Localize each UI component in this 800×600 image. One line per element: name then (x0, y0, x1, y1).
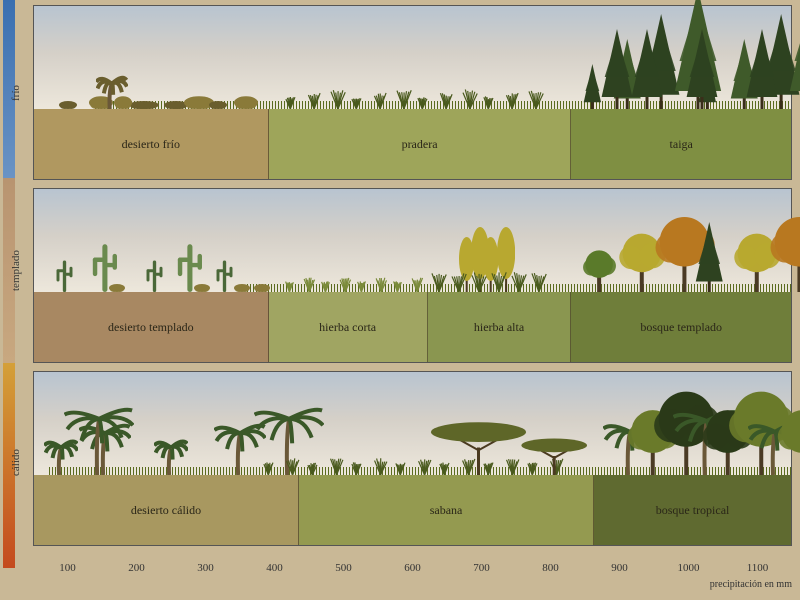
temp-label: templado (10, 250, 22, 291)
ground-strip: desierto cálido sabana bosque tropical (34, 475, 791, 545)
biome-label: desierto templado (104, 320, 198, 335)
temperature-axis: frío templado cálido (0, 0, 30, 570)
x-tick: 500 (335, 562, 352, 574)
ground-strip: desierto templado hierba corta hierba alta… (34, 292, 791, 362)
x-tick: 1100 (747, 562, 769, 574)
biome-label: pradera (398, 137, 442, 152)
x-tick: 800 (542, 562, 559, 574)
temp-label: frío (10, 85, 22, 101)
biome-cell: desierto cálido (34, 475, 299, 545)
sky (34, 189, 791, 294)
x-axis-label: precipitación en mm (710, 579, 792, 590)
biome-cell: desierto templado (34, 292, 269, 362)
biome-label: sabana (426, 503, 467, 518)
biome-label: hierba alta (470, 320, 528, 335)
biome-label: taiga (666, 137, 697, 152)
sky (34, 372, 791, 477)
biome-label: desierto cálido (127, 503, 205, 518)
biome-cell: hierba alta (428, 292, 572, 362)
biome-cell: hierba corta (269, 292, 428, 362)
biome-cell: pradera (269, 109, 572, 179)
biome-cell: sabana (299, 475, 594, 545)
biome-label: desierto frío (118, 137, 184, 152)
biome-cell: bosque tropical (594, 475, 791, 545)
biome-cell: taiga (571, 109, 791, 179)
x-tick: 200 (128, 562, 145, 574)
biome-row: desierto templado hierba corta hierba alta… (33, 188, 792, 363)
x-tick: 600 (404, 562, 421, 574)
x-tick: 100 (59, 562, 76, 574)
biome-label: hierba corta (315, 320, 380, 335)
biome-rows: desierto frío pradera taiga desierto templa… (33, 5, 792, 554)
x-tick: 900 (611, 562, 628, 574)
biome-row: desierto cálido sabana bosque tropical (33, 371, 792, 546)
precipitation-axis: precipitación en mm 100 200 300 400 500 600 70… (33, 560, 792, 592)
x-tick: 700 (473, 562, 490, 574)
biome-cell: bosque templado (571, 292, 791, 362)
biome-row: desierto frío pradera taiga (33, 5, 792, 180)
x-tick: 400 (266, 562, 283, 574)
biome-cell: desierto frío (34, 109, 269, 179)
sky (34, 6, 791, 111)
x-tick: 300 (197, 562, 214, 574)
temp-label: cálido (10, 449, 22, 476)
ground-strip: desierto frío pradera taiga (34, 109, 791, 179)
x-tick: 1000 (678, 562, 700, 574)
biome-label: bosque templado (636, 320, 726, 335)
biome-label: bosque tropical (652, 503, 734, 518)
